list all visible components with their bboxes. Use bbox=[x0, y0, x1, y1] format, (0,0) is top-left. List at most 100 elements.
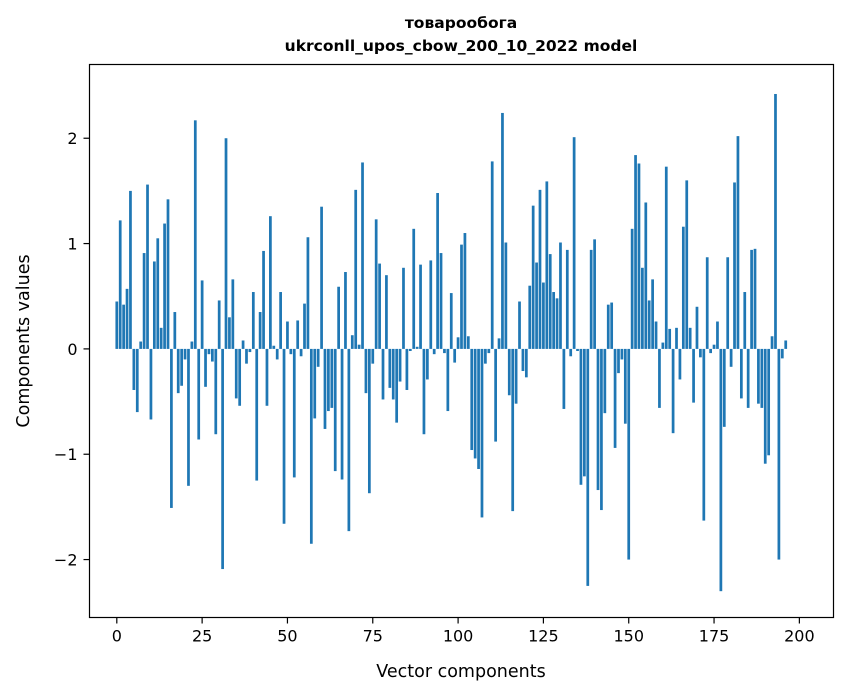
bar bbox=[446, 348, 450, 412]
y-tick-label: 0 bbox=[67, 340, 77, 359]
bar bbox=[122, 304, 125, 349]
bar bbox=[180, 348, 184, 386]
bar bbox=[623, 348, 627, 424]
bar bbox=[559, 242, 562, 349]
chart-title: товарообога bbox=[405, 14, 517, 32]
bar bbox=[763, 348, 767, 464]
x-tick-label: 200 bbox=[784, 627, 815, 646]
bar bbox=[422, 348, 426, 435]
plot-frame bbox=[88, 63, 835, 619]
bar bbox=[374, 219, 378, 349]
bar bbox=[651, 279, 654, 349]
bar bbox=[149, 348, 153, 420]
bar bbox=[627, 348, 631, 560]
bar bbox=[685, 180, 689, 349]
bar bbox=[647, 300, 651, 349]
bar bbox=[736, 136, 740, 349]
bar bbox=[722, 348, 726, 427]
x-tick-label: 175 bbox=[699, 627, 730, 646]
bar bbox=[473, 348, 477, 459]
bar bbox=[497, 338, 501, 349]
bar bbox=[286, 321, 289, 349]
bar bbox=[214, 348, 218, 435]
bar bbox=[357, 344, 361, 349]
bar bbox=[238, 348, 242, 406]
bar bbox=[289, 348, 293, 355]
bar bbox=[303, 303, 306, 349]
bar bbox=[296, 320, 300, 349]
bar bbox=[197, 348, 201, 440]
x-axis-label: Vector components bbox=[376, 662, 545, 682]
x-tick-label: 0 bbox=[112, 627, 122, 646]
x-tick-label: 125 bbox=[528, 627, 559, 646]
x-tick-label: 75 bbox=[363, 627, 383, 646]
bar bbox=[678, 348, 682, 380]
bar bbox=[743, 292, 747, 349]
bar bbox=[316, 348, 320, 367]
bar bbox=[644, 202, 648, 349]
bar bbox=[555, 298, 559, 349]
bar bbox=[193, 120, 197, 349]
bar bbox=[190, 341, 194, 349]
bar bbox=[634, 155, 637, 349]
bars bbox=[115, 93, 788, 592]
bar bbox=[784, 340, 788, 349]
bar bbox=[531, 205, 535, 349]
bar bbox=[118, 220, 122, 349]
bar bbox=[313, 348, 317, 419]
bar bbox=[200, 280, 204, 349]
bar bbox=[262, 250, 265, 349]
bar bbox=[535, 262, 538, 349]
bar bbox=[207, 348, 211, 355]
bar bbox=[770, 336, 774, 349]
bar bbox=[391, 348, 395, 400]
bar bbox=[439, 253, 443, 349]
bar bbox=[364, 348, 368, 394]
bar bbox=[777, 348, 781, 560]
y-tick-label: 2 bbox=[67, 129, 77, 148]
bar bbox=[426, 348, 429, 380]
bar bbox=[309, 348, 313, 544]
bar bbox=[494, 348, 497, 442]
bar bbox=[432, 348, 436, 355]
bar bbox=[429, 260, 433, 349]
bar bbox=[514, 348, 518, 404]
bar bbox=[603, 348, 607, 414]
bar bbox=[221, 348, 224, 570]
bar bbox=[565, 249, 569, 349]
bar bbox=[408, 348, 412, 352]
bar bbox=[688, 327, 692, 349]
bar bbox=[630, 228, 634, 349]
bar bbox=[443, 348, 446, 354]
bar bbox=[146, 184, 149, 349]
bar bbox=[156, 238, 160, 349]
bar bbox=[692, 348, 695, 403]
bar bbox=[371, 348, 375, 364]
bar bbox=[606, 304, 610, 349]
bar bbox=[780, 348, 784, 359]
bar bbox=[552, 292, 556, 349]
bar bbox=[658, 348, 661, 408]
bar bbox=[306, 237, 310, 349]
bar bbox=[620, 348, 624, 360]
bar bbox=[323, 348, 327, 429]
bar bbox=[596, 348, 600, 491]
bar bbox=[132, 348, 136, 390]
bar bbox=[702, 348, 706, 521]
bar bbox=[142, 253, 146, 349]
bar bbox=[709, 348, 712, 354]
bar bbox=[347, 348, 351, 532]
bar bbox=[166, 199, 170, 349]
bar bbox=[170, 348, 173, 508]
bar bbox=[675, 327, 678, 349]
bar bbox=[224, 138, 228, 349]
bar bbox=[753, 248, 757, 349]
bar bbox=[159, 327, 163, 349]
bar bbox=[716, 321, 719, 349]
bar bbox=[327, 348, 330, 412]
y-tick-label: −2 bbox=[54, 551, 78, 570]
bar bbox=[466, 336, 470, 349]
bar bbox=[583, 348, 586, 477]
